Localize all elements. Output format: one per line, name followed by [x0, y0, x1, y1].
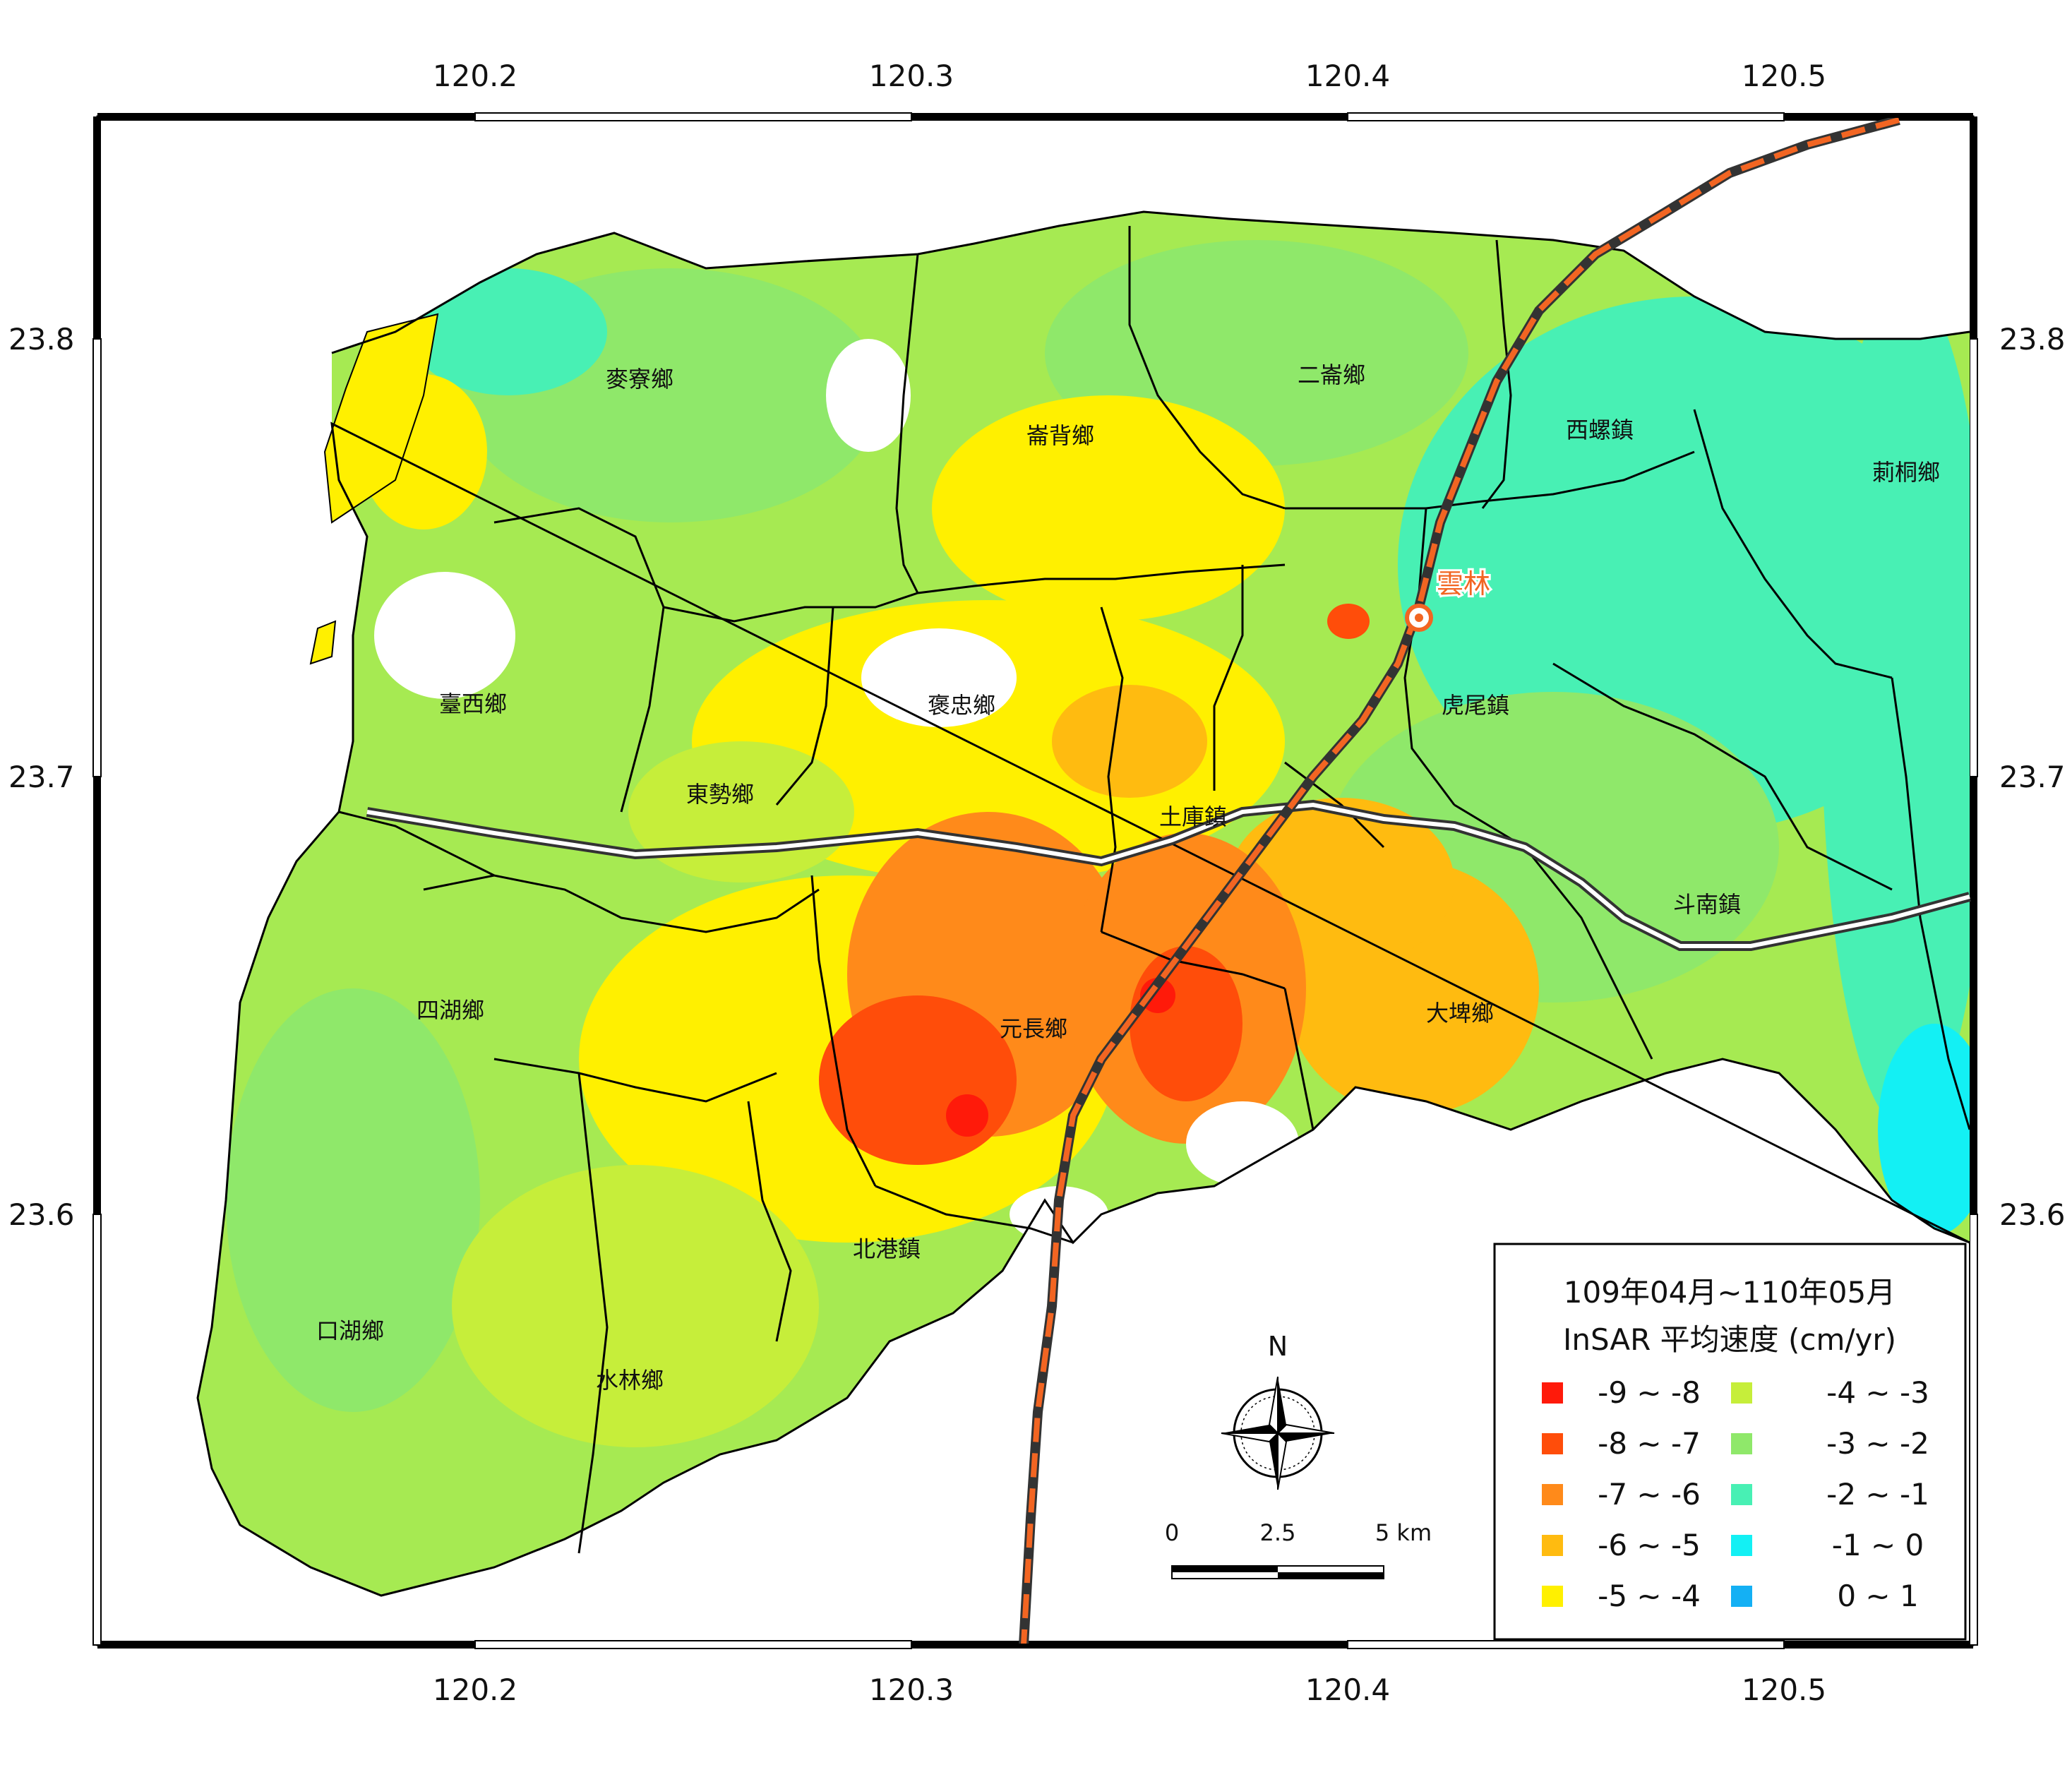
town-label: 水林鄉: [596, 1367, 664, 1394]
legend-swatch-9: [1731, 1586, 1752, 1607]
lat-tick-label: 23.7: [8, 760, 75, 794]
legend-label: -3 ~ -2: [1826, 1426, 1929, 1461]
town-label: 東勢鄉: [686, 781, 754, 808]
town-label: 褒忠鄉: [928, 692, 995, 719]
legend-swatch-6: [1731, 1433, 1752, 1454]
yunlin-station-label: 雲林: [1437, 568, 1490, 599]
north-arrow-icon: N: [1221, 1331, 1335, 1490]
lon-tick-label: 120.3: [869, 1673, 954, 1707]
lat-ticks-right: 23.8 23.7 23.6: [1999, 322, 2066, 1232]
town-label: 四湖鄉: [417, 997, 484, 1024]
scale-label: 0: [1165, 1519, 1179, 1546]
legend-title-line2: InSAR 平均速度 (cm/yr): [1563, 1322, 1896, 1357]
town-label: 臺西鄉: [439, 690, 507, 717]
town-label: 崙背鄉: [1026, 422, 1094, 449]
lon-tick-label: 120.5: [1742, 59, 1826, 93]
lon-tick-label: 120.2: [433, 59, 517, 93]
legend-title-line1: 109年04月~110年05月: [1564, 1275, 1896, 1310]
frame-border-bars: [92, 112, 1978, 1649]
legend-swatch-7: [1731, 1484, 1752, 1505]
legend-swatch-0: [1542, 1382, 1563, 1404]
township-labels: 麥寮鄉 二崙鄉 崙背鄉 西螺鎮 莿桐鄉 臺西鄉 褒忠鄉 虎尾鎮 東勢鄉 土庫鎮 …: [316, 361, 1940, 1394]
county-outline: [196, 210, 1970, 1597]
scale-bar: 0 2.5 5 km: [1165, 1519, 1432, 1579]
town-label: 麥寮鄉: [606, 366, 673, 393]
town-label: 北港鎮: [853, 1236, 921, 1262]
town-label: 二崙鄉: [1298, 361, 1365, 388]
legend-swatch-5: [1731, 1382, 1752, 1404]
town-label: 虎尾鎮: [1442, 692, 1509, 719]
legend: 109年04月~110年05月 InSAR 平均速度 (cm/yr) -9 ~ …: [1493, 1243, 1967, 1641]
lon-tick-label: 120.2: [433, 1673, 517, 1707]
town-label: 西螺鎮: [1566, 417, 1634, 443]
scale-label: 2.5: [1260, 1519, 1296, 1546]
lon-ticks-top: 120.2 120.3 120.4 120.5: [433, 59, 1826, 93]
lat-tick-label: 23.6: [8, 1197, 75, 1232]
lat-tick-label: 23.8: [8, 322, 75, 357]
legend-label: -6 ~ -5: [1598, 1528, 1701, 1562]
town-label: 口湖鄉: [316, 1317, 384, 1344]
township-boundaries: [196, 210, 1971, 1597]
legend-label: -2 ~ -1: [1826, 1477, 1929, 1512]
lat-tick-label: 23.8: [1999, 322, 2066, 357]
town-label: 大埤鄉: [1426, 1000, 1494, 1027]
lat-ticks-left: 23.8 23.7 23.6: [8, 322, 75, 1232]
legend-swatch-2: [1542, 1484, 1563, 1505]
legend-label: -1 ~ 0: [1832, 1528, 1924, 1562]
legend-label: -9 ~ -8: [1598, 1375, 1701, 1410]
town-label: 土庫鎮: [1159, 803, 1227, 830]
lon-tick-label: 120.5: [1742, 1673, 1826, 1707]
legend-swatch-3: [1542, 1535, 1563, 1556]
legend-label: -7 ~ -6: [1598, 1477, 1701, 1512]
town-label: 元長鄉: [1000, 1015, 1067, 1042]
legend-label: -5 ~ -4: [1598, 1579, 1701, 1613]
freeway: [366, 799, 1971, 951]
legend-swatch-1: [1542, 1433, 1563, 1454]
mailiao-port: [323, 313, 439, 524]
lon-tick-label: 120.4: [1305, 59, 1390, 93]
legend-swatch-8: [1731, 1535, 1752, 1556]
lon-ticks-bottom: 120.2 120.3 120.4 120.5: [433, 1673, 1826, 1707]
lat-tick-label: 23.7: [1999, 760, 2066, 794]
legend-label: -4 ~ -3: [1826, 1375, 1929, 1410]
north-label: N: [1268, 1331, 1288, 1362]
scale-label: 5 km: [1375, 1519, 1432, 1546]
yunlin-station-marker: [1405, 604, 1433, 632]
legend-label: 0 ~ 1: [1837, 1579, 1918, 1613]
coast-islet: [309, 620, 337, 665]
lon-tick-label: 120.3: [869, 59, 954, 93]
town-label: 斗南鎮: [1673, 891, 1741, 918]
legend-swatch-4: [1542, 1586, 1563, 1607]
lon-tick-label: 120.4: [1305, 1673, 1390, 1707]
high-speed-rail: [1019, 118, 1900, 1644]
legend-label: -8 ~ -7: [1598, 1426, 1701, 1461]
lat-tick-label: 23.6: [1999, 1197, 2066, 1232]
town-label: 莿桐鄉: [1872, 459, 1940, 486]
